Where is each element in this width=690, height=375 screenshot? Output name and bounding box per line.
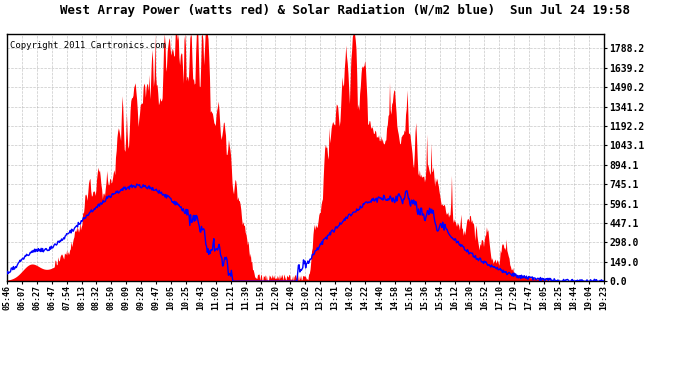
Text: West Array Power (watts red) & Solar Radiation (W/m2 blue)  Sun Jul 24 19:58: West Array Power (watts red) & Solar Rad… bbox=[60, 4, 630, 17]
Text: Copyright 2011 Cartronics.com: Copyright 2011 Cartronics.com bbox=[10, 41, 166, 50]
